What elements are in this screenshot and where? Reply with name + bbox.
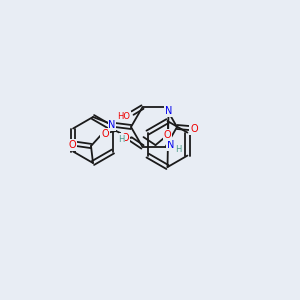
Text: O: O	[101, 129, 109, 139]
Text: O: O	[190, 124, 198, 134]
Text: O: O	[122, 133, 129, 143]
Text: N: N	[167, 140, 174, 150]
Text: HO: HO	[117, 112, 130, 121]
Text: H: H	[175, 146, 182, 154]
Text: O: O	[164, 130, 171, 140]
Text: H: H	[118, 134, 124, 143]
Text: N: N	[165, 106, 172, 116]
Text: O: O	[68, 140, 76, 150]
Text: H: H	[120, 134, 126, 142]
Text: N: N	[108, 120, 116, 130]
